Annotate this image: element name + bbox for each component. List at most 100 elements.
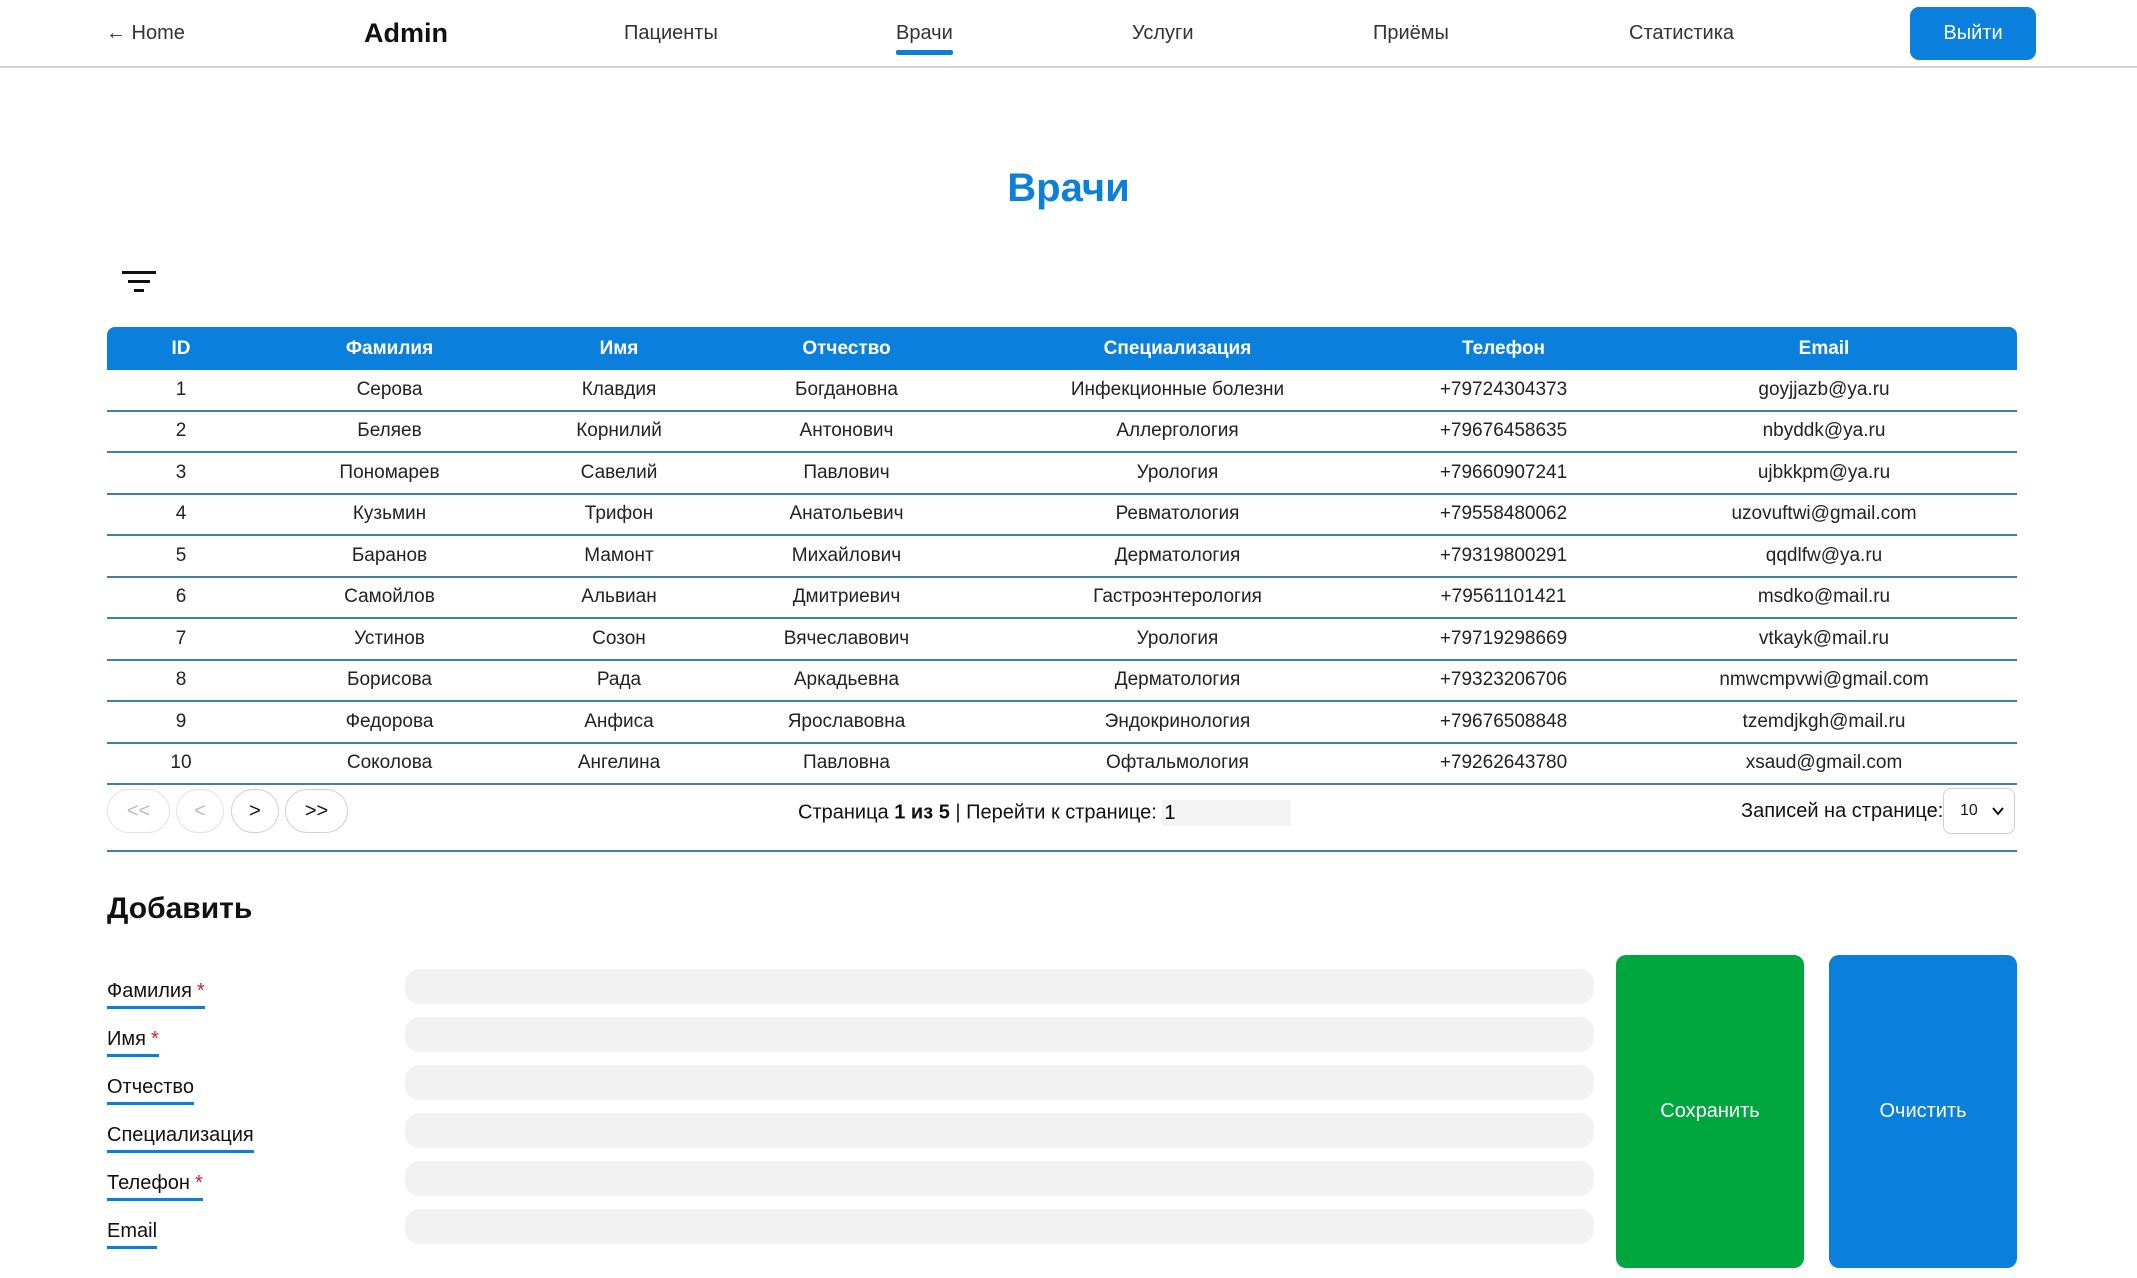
cell-specialization: Офтальмология [979, 742, 1376, 785]
cell-last-name: Борисова [255, 659, 524, 702]
table-row[interactable]: 4 Кузьмин Трифон Анатольевич Ревматология +79… [107, 493, 2017, 536]
current-page: 1 [894, 801, 906, 824]
per-page-select[interactable]: 10 [1943, 788, 2015, 834]
cell-phone: +79262643780 [1376, 742, 1631, 785]
cell-id: 5 [107, 535, 255, 578]
cell-email: uzovuftwi@gmail.com [1631, 493, 2017, 536]
required-marker: * [196, 980, 205, 1002]
cell-first-name: Мамонт [524, 535, 714, 578]
cell-last-name: Пономарев [255, 452, 524, 495]
cell-id: 9 [107, 701, 255, 744]
doctors-table-container: ID Фамилия Имя Отчество Специализация Те… [107, 327, 2017, 785]
field-label-text: Отчество [107, 1076, 194, 1098]
cell-last-name: Баранов [255, 535, 524, 578]
nav-link-doctors[interactable]: Врачи [896, 22, 953, 55]
table-body: 1 Серова Клавдия Богдановна Инфекционные бол… [107, 370, 2017, 785]
cell-last-name: Федорова [255, 701, 524, 744]
patronymic-input[interactable] [405, 1065, 1594, 1100]
table-row[interactable]: 1 Серова Клавдия Богдановна Инфекционные бол… [107, 370, 2017, 412]
field-label-first-name: Имя * [107, 1028, 159, 1057]
cell-id: 3 [107, 452, 255, 495]
page-label: Страница [798, 801, 889, 824]
column-header-first-name[interactable]: Имя [599, 337, 639, 359]
cell-id: 4 [107, 493, 255, 536]
first-name-input[interactable] [405, 1017, 1594, 1052]
field-label-patronymic: Отчество [107, 1076, 194, 1105]
next-page-button[interactable]: > [231, 789, 279, 833]
field-label-email: Email [107, 1220, 158, 1249]
cell-id: 6 [107, 576, 255, 619]
cell-phone: +79323206706 [1376, 659, 1631, 702]
cell-email: ujbkkpm@ya.ru [1631, 452, 2017, 495]
cell-last-name: Соколова [255, 742, 524, 785]
clear-button[interactable]: Очистить [1829, 955, 2017, 1268]
add-section-title: Добавить [107, 892, 253, 925]
field-label-phone: Телефон * [107, 1172, 203, 1201]
logout-button[interactable]: Выйти [1910, 7, 2036, 60]
goto-label: | Перейти к странице: [955, 801, 1157, 824]
cell-patronymic: Богдановна [714, 370, 979, 412]
cell-patronymic: Антонович [714, 410, 979, 453]
column-header-id[interactable]: ID [171, 337, 191, 359]
cell-last-name: Устинов [255, 618, 524, 661]
field-label-text: Телефон [107, 1172, 190, 1194]
nav-link-appointments[interactable]: Приёмы [1373, 22, 1449, 44]
cell-phone: +79561101421 [1376, 576, 1631, 619]
phone-input[interactable] [405, 1161, 1594, 1196]
specialization-input[interactable] [405, 1113, 1594, 1148]
field-label-text: Фамилия [107, 980, 192, 1002]
cell-phone: +79558480062 [1376, 493, 1631, 536]
table-row[interactable]: 8 Борисова Рада Аркадьевна Дерматология +7932… [107, 659, 2017, 702]
table-row[interactable]: 10 Соколова Ангелина Павловна Офтальмология +… [107, 742, 2017, 785]
first-page-button[interactable]: << [107, 789, 170, 833]
cell-specialization: Аллергология [979, 410, 1376, 453]
cell-email: xsaud@gmail.com [1631, 742, 2017, 785]
cell-patronymic: Вячеславович [714, 618, 979, 661]
field-label-last-name: Фамилия * [107, 980, 205, 1009]
cell-specialization: Гастроэнтерология [979, 576, 1376, 619]
nav-link-statistics[interactable]: Статистика [1629, 22, 1735, 44]
nav-link-services[interactable]: Услуги [1132, 22, 1194, 44]
table-row[interactable]: 3 Пономарев Савелий Павлович Урология +796609… [107, 452, 2017, 495]
cell-id: 10 [107, 742, 255, 785]
home-link[interactable]: ← Home [106, 22, 185, 44]
page-title: Врачи [1007, 166, 1130, 210]
pagination-bar: << < > >> Страница 1 из 5 | Перейти к ст… [107, 786, 2017, 852]
cell-first-name: Анфиса [524, 701, 714, 744]
column-header-email[interactable]: Email [1798, 337, 1850, 359]
top-nav: ← Home Admin Пациенты Врачи Услуги Приём… [0, 0, 2137, 68]
cell-email: tzemdjkgh@mail.ru [1631, 701, 2017, 744]
table-row[interactable]: 7 Устинов Созон Вячеславович Урология +797192… [107, 618, 2017, 661]
save-button[interactable]: Сохранить [1616, 955, 1804, 1268]
table-row[interactable]: 9 Федорова Анфиса Ярославовна Эндокринология… [107, 701, 2017, 744]
prev-page-button[interactable]: < [176, 789, 224, 833]
column-header-last-name[interactable]: Фамилия [345, 337, 434, 359]
last-name-input[interactable] [405, 969, 1594, 1004]
cell-specialization: Урология [979, 618, 1376, 661]
cell-first-name: Созон [524, 618, 714, 661]
cell-patronymic: Аркадьевна [714, 659, 979, 702]
cell-id: 1 [107, 370, 255, 412]
column-header-patronymic[interactable]: Отчество [802, 337, 891, 359]
cell-first-name: Ангелина [524, 742, 714, 785]
table-row[interactable]: 5 Баранов Мамонт Михайлович Дерматология +793… [107, 535, 2017, 578]
goto-page-input[interactable] [1162, 800, 1292, 826]
email-input[interactable] [405, 1209, 1594, 1244]
column-header-phone[interactable]: Телефон [1461, 337, 1546, 359]
nav-link-patients[interactable]: Пациенты [624, 22, 718, 44]
filter-icon[interactable] [120, 266, 160, 298]
table-row[interactable]: 6 Самойлов Альвиан Дмитриевич Гастроэнтероло… [107, 576, 2017, 619]
of-label: из [910, 801, 934, 824]
table-row[interactable]: 2 Беляев Корнилий Антонович Аллергология +796… [107, 410, 2017, 453]
column-header-specialization[interactable]: Специализация [1103, 337, 1252, 359]
required-marker: * [150, 1028, 159, 1050]
cell-first-name: Альвиан [524, 576, 714, 619]
last-page-button[interactable]: >> [285, 789, 348, 833]
cell-specialization: Дерматология [979, 659, 1376, 702]
brand-title: Admin [364, 18, 448, 48]
cell-specialization: Ревматология [979, 493, 1376, 536]
cell-email: nbyddk@ya.ru [1631, 410, 2017, 453]
cell-patronymic: Дмитриевич [714, 576, 979, 619]
cell-phone: +79719298669 [1376, 618, 1631, 661]
cell-first-name: Корнилий [524, 410, 714, 453]
